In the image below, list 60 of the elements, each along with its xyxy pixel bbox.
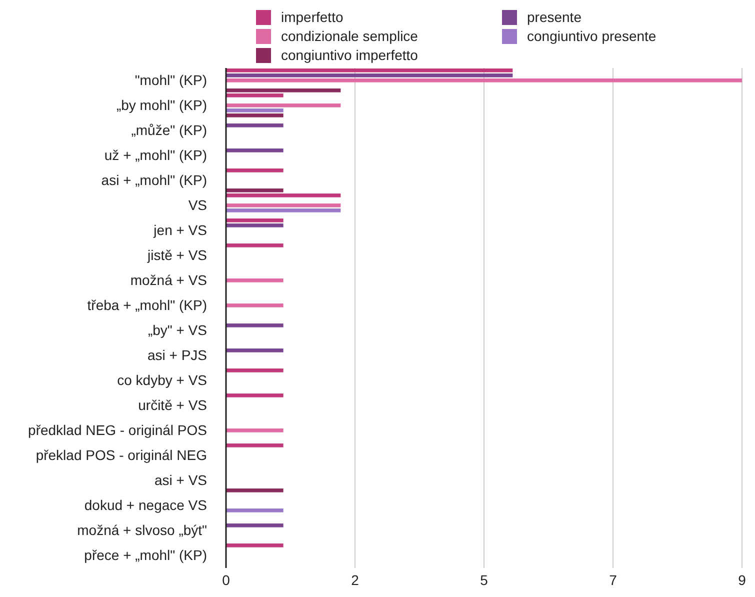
- y-tick-label: možná + VS: [130, 272, 207, 288]
- bar: [226, 194, 341, 198]
- bar: [226, 544, 284, 548]
- bar: [226, 188, 284, 192]
- bar: [226, 114, 284, 118]
- bar: [226, 508, 284, 512]
- y-tick-label: „by mohl" (KP): [116, 96, 207, 113]
- legend-label: congiuntivo imperfetto: [281, 47, 418, 63]
- bar: [226, 148, 284, 152]
- bar: [226, 68, 513, 72]
- x-tick-label: 0: [222, 572, 230, 588]
- legend-label: presente: [527, 9, 582, 25]
- y-tick-label: dokud + negace VS: [84, 496, 207, 513]
- bar: [226, 74, 513, 78]
- legend-label: condizionale semplice: [281, 28, 418, 44]
- bar: [226, 124, 284, 128]
- y-tick-label: třeba + „mohl" (KP): [87, 296, 207, 313]
- y-tick-label: přece + „mohl" (KP): [84, 546, 207, 563]
- y-tick-label: jistě + VS: [146, 246, 207, 263]
- y-tick-label: asi + „mohl" (KP): [101, 172, 207, 188]
- legend-label: imperfetto: [281, 9, 344, 25]
- bar: [226, 368, 284, 372]
- bar: [226, 278, 284, 282]
- y-tick-label: už + „mohl" (KP): [104, 146, 207, 163]
- bar: [226, 394, 284, 398]
- bar: [226, 444, 284, 448]
- bar: [226, 488, 284, 492]
- bar: [226, 304, 284, 308]
- bar: [226, 78, 742, 82]
- bar: [226, 244, 284, 248]
- bar: [226, 324, 284, 328]
- bar: [226, 218, 284, 222]
- y-tick-label: předklad NEG - originál POS: [28, 422, 207, 438]
- bar: [226, 428, 284, 432]
- y-tick-label: VS: [188, 196, 207, 213]
- bar: [226, 168, 284, 172]
- y-tick-label: překlad POS - originál NEG: [36, 446, 207, 463]
- y-tick-label: co kdyby + VS: [117, 372, 207, 388]
- y-tick-label: určitě + VS: [138, 396, 207, 413]
- bar: [226, 524, 284, 528]
- bar: [226, 108, 284, 112]
- bar: [226, 88, 341, 92]
- bar: [226, 208, 341, 212]
- y-tick-label: "mohl" (KP): [134, 72, 207, 88]
- bar: [226, 224, 284, 228]
- y-tick-label: jen + VS: [152, 222, 207, 238]
- y-tick-label: asi + VS: [154, 472, 207, 488]
- bar: [226, 94, 284, 98]
- y-tick-label: „by" + VS: [148, 322, 207, 338]
- y-tick-label: „může" (KP): [131, 122, 207, 138]
- x-tick-label: 7: [609, 572, 618, 588]
- y-tick-label: asi + PJS: [147, 346, 207, 363]
- bar: [226, 348, 284, 352]
- bar: [226, 204, 341, 208]
- bar: [226, 104, 341, 108]
- x-tick-label: 9: [738, 572, 746, 588]
- x-tick-label: 2: [351, 572, 360, 588]
- x-tick-label: 5: [480, 572, 488, 588]
- y-tick-label: možná + slvoso „být": [77, 522, 208, 538]
- legend-label: congiuntivo presente: [527, 28, 656, 44]
